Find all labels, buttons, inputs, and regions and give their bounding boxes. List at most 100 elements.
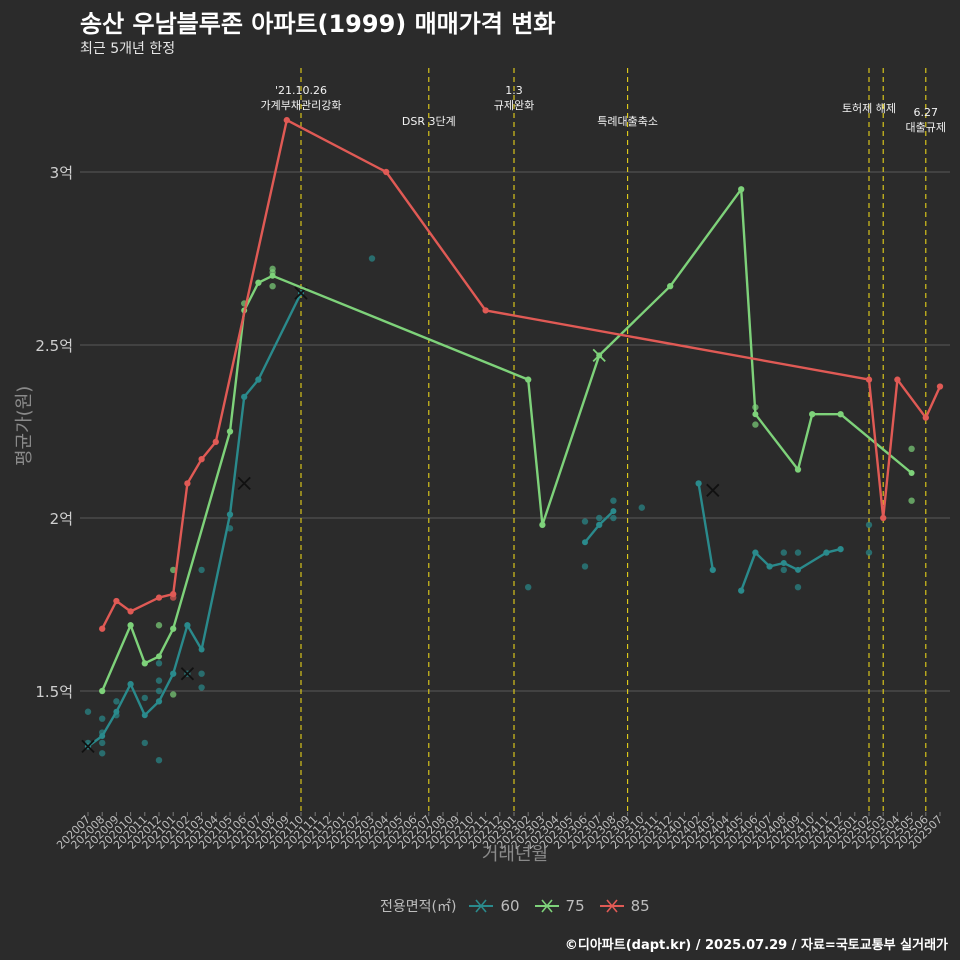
legend-item-75: 75 [534,897,585,915]
data-point-60 [198,684,205,691]
line-point-75 [227,428,233,435]
event-label: 1.3 [505,84,523,97]
x-mark-75 [592,348,606,363]
line-point-75 [255,279,262,286]
line-point-60 [766,563,773,570]
line-point-85 [866,376,872,383]
data-point-60 [155,660,163,667]
data-point-60 [155,687,163,695]
data-point-75 [170,691,177,698]
line-point-60 [170,670,177,677]
line-point-75 [99,688,106,694]
data-point-75 [752,421,759,428]
line-point-60 [610,508,617,515]
legend-label-75: 75 [565,897,585,915]
x-mark-60 [81,739,95,753]
data-point-75 [269,265,276,273]
data-point-75 [269,282,276,290]
x-mark-60 [706,483,720,497]
data-point-60 [368,255,376,262]
line-point-60 [99,732,106,739]
line-point-60 [184,622,191,629]
line-point-75 [269,272,276,279]
line-point-60 [127,681,134,688]
line-point-75 [752,411,759,418]
event-label: 특례대출축소 [597,115,658,128]
line-point-85 [156,594,162,601]
line-point-75 [837,411,844,418]
data-point-60 [780,549,787,556]
line-point-85 [937,383,943,390]
x-axis-label: 거래년월 [481,844,549,865]
line-point-75 [667,283,674,290]
line-point-60 [241,393,248,400]
line-point-60 [738,587,745,594]
legend-key-60 [469,899,494,913]
line-point-60 [582,539,588,546]
data-point-60 [155,757,163,764]
line-point-85 [127,608,134,615]
legend-label-60: 60 [500,897,520,915]
line-point-60 [198,646,205,653]
event-label: 대출규제 [906,121,946,134]
data-point-60 [794,584,802,591]
data-point-60 [865,521,873,529]
line-point-85 [880,515,887,521]
legend-key-85 [599,899,624,913]
data-point-60 [198,670,205,677]
event-label: 토허제 해제 [842,101,896,115]
data-point-60 [99,750,106,757]
data-point-60 [610,514,617,522]
legend-title: 전용면적(㎡) [380,899,457,915]
data-point-75 [170,566,177,574]
event-label: DSR 3단계 [402,115,456,128]
line-point-85 [283,117,290,124]
data-point-75 [908,445,915,452]
data-point-60 [638,504,645,511]
y-tick-label: 1.5억 [35,683,73,701]
data-point-60 [596,514,603,522]
data-point-60 [141,694,148,702]
data-point-60 [84,708,92,715]
line-point-75 [908,470,915,477]
line-point-60 [255,376,262,383]
legend-item-85: 85 [599,897,650,915]
data-point-60 [155,677,163,684]
line-point-85 [894,376,901,383]
line-point-85 [212,438,219,445]
chart-subtitle: 최근 5개년 한정 [80,41,176,57]
line-point-85 [383,169,390,175]
line-point-85 [170,591,177,598]
line-point-60 [156,698,162,705]
line-point-60 [823,549,830,556]
y-tick-label: 2.5억 [35,337,73,355]
line-point-60 [227,511,233,518]
y-tick-label: 2억 [50,510,73,528]
y-tick-label: 3억 [50,164,73,182]
legend-key-75 [534,899,559,913]
data-point-75 [155,622,163,629]
data-point-60 [581,518,589,525]
line-point-85 [198,456,205,463]
event-label: '21.10.26 [275,84,327,97]
data-point-60 [794,549,802,556]
line-point-75 [809,411,816,418]
line-point-75 [795,466,801,473]
line-point-75 [738,186,745,193]
line-point-60 [709,566,716,573]
event-label: 6.27 [914,106,939,119]
line-point-60 [795,566,801,573]
data-point-60 [525,584,532,591]
event-label: 가계부채관리강화 [261,99,342,112]
legend: 전용면적(㎡) 60 75 85 [380,896,656,916]
data-point-60 [198,566,205,574]
line-point-75 [156,653,162,660]
line-point-60 [695,480,702,487]
line-point-60 [752,549,759,556]
line-point-60 [113,708,120,715]
data-point-75 [908,497,915,504]
line-point-85 [99,625,106,632]
x-mark-60 [237,476,251,491]
line-point-85 [922,414,929,421]
